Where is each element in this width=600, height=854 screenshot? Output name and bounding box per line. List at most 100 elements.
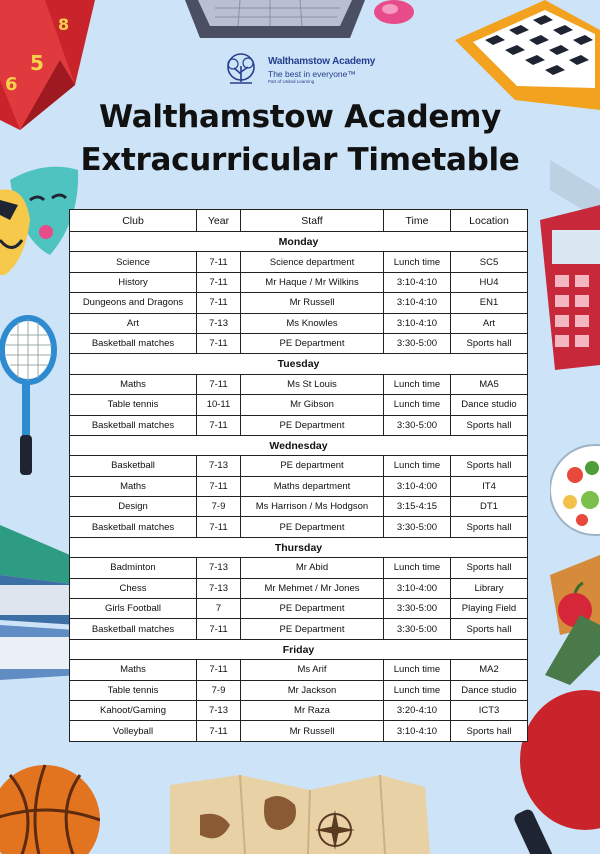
day-heading: Tuesday xyxy=(69,353,528,375)
cell-year: 7-13 xyxy=(196,312,241,334)
page-title-line2: Extracurricular Timetable xyxy=(80,142,520,178)
cell-club: Maths xyxy=(69,373,197,396)
cell-time: Lunch time xyxy=(383,659,451,681)
cell-staff: Ms Knowles xyxy=(240,312,384,334)
svg-text:8: 8 xyxy=(58,15,69,34)
cell-time: Lunch time xyxy=(383,679,451,701)
cell-location: DT1 xyxy=(450,496,528,518)
mouse-icon xyxy=(374,0,414,24)
cell-club: Basketball matches xyxy=(69,414,197,436)
cell-staff: PE Department xyxy=(240,516,384,538)
basketball-icon xyxy=(0,764,100,854)
cell-club: Maths xyxy=(69,475,197,498)
cell-location: Dance studio xyxy=(450,394,528,416)
header-time: Time xyxy=(383,209,451,232)
school-logo: Walthamstow Academy The best in everyone… xyxy=(220,52,390,88)
cell-staff: PE department xyxy=(240,455,384,477)
cell-year: 7-13 xyxy=(196,699,241,722)
cell-time: 3:20-4:10 xyxy=(383,699,451,722)
cell-location: Library xyxy=(450,577,528,600)
cell-year: 7-11 xyxy=(196,414,241,436)
cell-time: Lunch time xyxy=(383,455,451,477)
cell-location: Sports hall xyxy=(450,516,528,538)
logo-name: Walthamstow Academy xyxy=(268,56,376,67)
cell-club: Kahoot/Gaming xyxy=(69,699,197,722)
cell-year: 7-11 xyxy=(196,332,241,355)
cell-staff: Mr Russell xyxy=(240,292,384,314)
cell-staff: PE Department xyxy=(240,618,384,640)
treasure-map-icon xyxy=(170,775,430,854)
cell-staff: Mr Haque / Mr Wilkins xyxy=(240,271,384,294)
table-row: Maths 7-11 Maths department 3:10-4:00 IT4 xyxy=(69,475,528,498)
cell-staff: Mr Raza xyxy=(240,699,384,722)
cell-time: 3:30-5:00 xyxy=(383,516,451,538)
page-title-line1: Walthamstow Academy xyxy=(98,99,502,135)
cell-location: MA2 xyxy=(450,659,528,681)
cell-year: 7-9 xyxy=(196,496,241,518)
cell-time: 3:10-4:10 xyxy=(383,271,451,294)
table-row: Basketball 7-13 PE department Lunch time Spo… xyxy=(69,455,528,477)
tree-logo-icon xyxy=(227,53,255,84)
header-club: Club xyxy=(69,209,197,232)
cell-location: ICT3 xyxy=(450,699,528,722)
table-row: Girls Football 7 PE Department 3:30-5:00 Pla… xyxy=(69,598,528,620)
day-heading: Thursday xyxy=(69,536,528,559)
cell-club: Table tennis xyxy=(69,679,197,701)
cell-year: 10-11 xyxy=(196,394,241,416)
cell-location: Sports hall xyxy=(450,455,528,477)
cell-year: 7-11 xyxy=(196,292,241,314)
cell-year: 7 xyxy=(196,598,241,620)
cell-club: Basketball matches xyxy=(69,618,197,640)
cell-staff: Mr Gibson xyxy=(240,394,384,416)
cell-location: HU4 xyxy=(450,271,528,294)
cell-time: 3:10-4:10 xyxy=(383,720,451,742)
cell-time: 3:30-5:00 xyxy=(383,618,451,640)
day-row: Wednesday xyxy=(69,434,528,457)
cell-club: Design xyxy=(69,496,197,518)
cell-club: Art xyxy=(69,312,197,334)
cell-location: MA5 xyxy=(450,373,528,396)
cell-year: 7-11 xyxy=(196,271,241,294)
cell-time: 3:30-5:00 xyxy=(383,414,451,436)
cell-year: 7-11 xyxy=(196,251,241,273)
cell-time: 3:10-4:10 xyxy=(383,312,451,334)
svg-text:6: 6 xyxy=(5,74,18,95)
cell-time: 3:30-5:00 xyxy=(383,598,451,620)
cell-staff: Ms Harrison / Ms Hodgson xyxy=(240,496,384,518)
table-row: Science 7-11 Science department Lunch time S… xyxy=(69,251,528,273)
table-row: Maths 7-11 Ms St Louis Lunch time MA5 xyxy=(69,373,528,396)
cell-club: Badminton xyxy=(69,557,197,579)
header-staff: Staff xyxy=(240,209,384,232)
table-row: Art 7-13 Ms Knowles 3:10-4:10 Art xyxy=(69,312,528,334)
table-row: Table tennis 7-9 Mr Jackson Lunch time Dance… xyxy=(69,679,528,701)
cell-club: Basketball matches xyxy=(69,516,197,538)
cell-time: 3:10-4:00 xyxy=(383,577,451,600)
cell-club: Volleyball xyxy=(69,720,197,742)
cell-staff: Mr Abid xyxy=(240,557,384,579)
table-row: History 7-11 Mr Haque / Mr Wilkins 3:10-4:1… xyxy=(69,271,528,294)
cell-location: Sports hall xyxy=(450,618,528,640)
cell-staff: PE Department xyxy=(240,414,384,436)
cell-year: 7-11 xyxy=(196,618,241,640)
day-row: Friday xyxy=(69,638,528,661)
dice-icon: 5 6 8 xyxy=(0,0,95,130)
cell-time: Lunch time xyxy=(383,394,451,416)
cell-staff: Ms St Louis xyxy=(240,373,384,396)
timetable-body: Monday Science 7-11 Science department Lunch… xyxy=(69,230,528,742)
cell-staff: Science department xyxy=(240,251,384,273)
table-row: Table tennis 10-11 Mr Gibson Lunch time Danc… xyxy=(69,394,528,416)
cell-time: Lunch time xyxy=(383,251,451,273)
cell-club: History xyxy=(69,271,197,294)
table-row: Basketball matches 7-11 PE Department 3:30-… xyxy=(69,332,528,355)
cell-location: Playing Field xyxy=(450,598,528,620)
cell-staff: PE Department xyxy=(240,598,384,620)
svg-text:5: 5 xyxy=(30,51,44,75)
cell-location: Art xyxy=(450,312,528,334)
keyboard-icon xyxy=(185,0,365,38)
books-icon xyxy=(0,525,80,680)
cell-year: 7-11 xyxy=(196,373,241,396)
cell-year: 7-13 xyxy=(196,557,241,579)
header-year: Year xyxy=(196,209,241,232)
cell-time: 3:10-4:00 xyxy=(383,475,451,498)
